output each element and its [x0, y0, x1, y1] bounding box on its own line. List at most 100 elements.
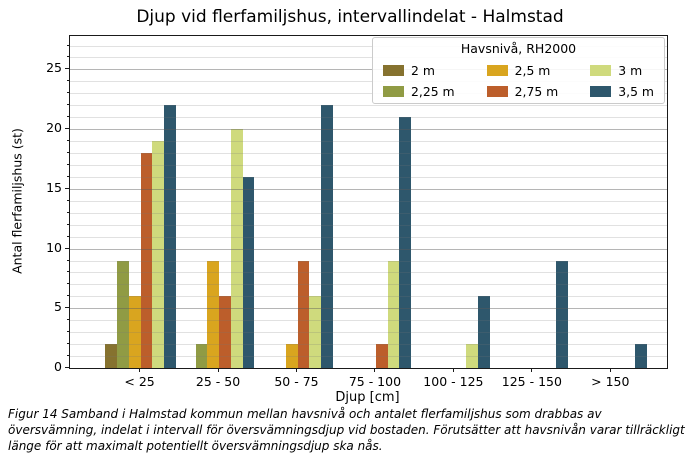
legend-label: 2 m	[411, 63, 435, 78]
y-tick	[66, 331, 69, 333]
bar	[140, 153, 153, 368]
legend-column: 2,5 m 2,75 m	[486, 60, 559, 102]
gridline-minor	[70, 344, 667, 346]
gridline-minor	[70, 117, 667, 119]
legend: Havsnivå, RH2000 2 m 2,25 m 2,5 m 2,75 m 3 m…	[372, 37, 665, 104]
x-tick	[139, 368, 141, 372]
legend-swatch	[590, 65, 612, 76]
y-tick-label: 0	[54, 359, 62, 374]
legend-item: 2,75 m	[486, 81, 559, 102]
x-tick	[217, 368, 219, 372]
gridline-minor	[70, 57, 667, 59]
bar	[207, 260, 220, 368]
y-tick-label: 15	[46, 179, 62, 195]
y-tick	[66, 319, 69, 321]
legend-swatch	[590, 86, 612, 97]
gridline-major	[70, 188, 667, 190]
y-tick	[66, 295, 69, 297]
gridline-minor	[70, 320, 667, 322]
y-tick	[66, 223, 69, 225]
legend-title: Havsnivå, RH2000	[460, 41, 577, 56]
legend-column: 3 m 3,5 m	[590, 60, 654, 102]
gridline-minor	[70, 356, 667, 358]
y-tick	[66, 152, 69, 154]
gridline-major	[70, 69, 667, 71]
legend-label: 3 m	[618, 63, 643, 78]
legend-item: 3,5 m	[590, 81, 654, 102]
bar	[634, 344, 647, 368]
y-tick	[66, 44, 69, 46]
gridline-minor	[70, 93, 667, 95]
y-tick	[66, 355, 69, 357]
legend-column: 2 m 2,25 m	[383, 60, 455, 102]
bar	[285, 344, 298, 368]
y-tick-label: 25	[46, 60, 62, 76]
y-tick	[66, 175, 69, 177]
gridline-minor	[70, 200, 667, 202]
y-tick	[66, 140, 69, 142]
x-tick	[609, 368, 611, 372]
legend-swatch	[383, 65, 404, 76]
gridline-major	[70, 248, 667, 250]
bar	[164, 105, 176, 368]
y-tick	[65, 68, 69, 70]
x-tick-label: > 150	[591, 374, 630, 389]
gridline-minor	[70, 81, 667, 83]
y-tick	[66, 80, 69, 82]
gridline-minor	[70, 284, 667, 286]
y-tick	[66, 163, 69, 165]
gridline-minor	[70, 176, 667, 178]
x-tick	[531, 368, 533, 372]
gridline-minor	[70, 224, 667, 226]
y-tick	[65, 367, 69, 368]
legend-swatch	[486, 65, 508, 76]
gridline-minor	[70, 105, 667, 107]
y-tick	[66, 116, 69, 118]
x-tick-label: 50 - 75	[274, 374, 319, 389]
bar	[219, 296, 231, 368]
legend-item: 2,5 m	[486, 60, 559, 81]
y-tick-label: 10	[46, 239, 62, 255]
x-tick-label: 75 - 100	[348, 374, 402, 389]
y-tick	[66, 211, 69, 213]
y-tick	[65, 128, 69, 130]
figure-caption: Figur 14 Samband i Halmstad kommun mella…	[8, 407, 685, 453]
legend-label: 2,75 m	[514, 84, 559, 99]
y-tick	[66, 92, 69, 94]
y-tick	[66, 235, 69, 237]
legend-item: 3 m	[590, 60, 654, 81]
bar	[105, 344, 118, 368]
x-tick	[452, 368, 454, 372]
legend-label: 2,25 m	[411, 84, 455, 99]
y-tick	[65, 247, 69, 249]
gridline-minor	[70, 296, 667, 298]
gridline-minor	[70, 332, 667, 334]
bar	[195, 344, 208, 368]
y-tick	[66, 104, 69, 106]
y-tick	[66, 199, 69, 201]
bar	[297, 260, 310, 368]
gridline-minor	[70, 153, 667, 155]
bar	[242, 176, 255, 368]
x-tick-label: < 25	[124, 374, 155, 389]
x-tick-label: 25 - 50	[195, 374, 241, 389]
x-tick-label: 100 - 125	[423, 374, 484, 389]
bar	[230, 129, 243, 368]
legend-label: 2,5 m	[514, 63, 551, 78]
y-tick	[65, 187, 69, 189]
bar	[556, 260, 569, 368]
gridline-minor	[70, 141, 667, 143]
y-tick-label: 5	[54, 299, 62, 315]
bar	[309, 296, 322, 368]
y-tick	[66, 283, 69, 285]
y-tick	[66, 343, 69, 345]
gridline-minor	[70, 260, 667, 262]
gridline-minor	[70, 164, 667, 166]
bar	[477, 296, 490, 368]
x-tick-label: 125 - 150	[501, 374, 562, 389]
gridline-minor	[70, 236, 667, 238]
bar	[128, 296, 141, 368]
bar	[466, 344, 478, 368]
bar	[375, 344, 388, 368]
